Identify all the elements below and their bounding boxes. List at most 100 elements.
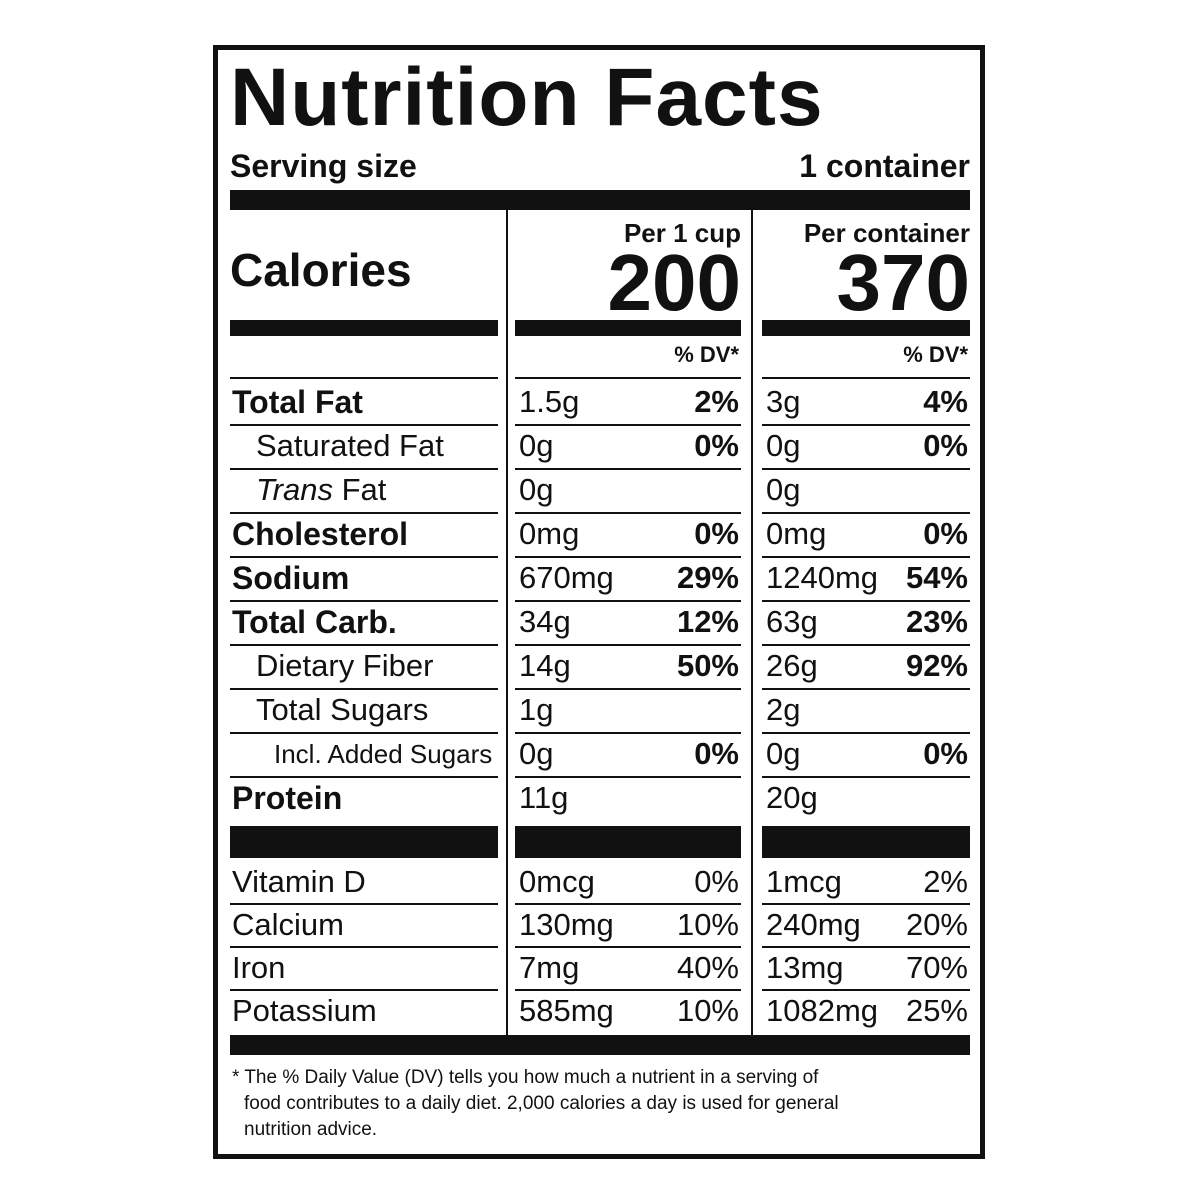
percent-dv: 0% [923,736,968,771]
row-rule [230,946,498,948]
amount: 1mcg [766,864,842,899]
nutrient-name: Vitamin D [232,860,366,903]
percent-dv: 50% [676,648,739,683]
nutrient-name: Protein [232,776,342,820]
amount: 1082mg [766,993,879,1028]
percent-dv: 23% [905,604,968,639]
nutrient-name: Potassium [232,989,377,1032]
thick-rule [230,1035,970,1055]
nutrient-name-text: Dietary Fiber [256,648,434,683]
row-rule [230,377,498,379]
row-rule [762,732,970,734]
nutrient-name-text: Vitamin D [232,864,366,899]
percent-dv: 70% [905,950,968,985]
row-rule [230,644,498,646]
nutrient-name-text: Total Carb. [232,604,397,640]
nutrient-name: Cholesterol [232,512,408,556]
row-rule [230,512,498,514]
nutrient-name: Sodium [232,556,349,600]
nutrient-name: Dietary Fiber [256,644,433,688]
percent-dv: 54% [905,560,968,595]
row-rule [515,989,741,991]
row-rule [762,512,970,514]
nutrient-name: Iron [232,946,285,989]
thick-rule [515,826,741,858]
percent-dv: 0% [694,864,739,899]
row-rule [762,688,970,690]
amount: 0mg [519,516,580,551]
nutrient-name-text: Potassium [232,993,377,1028]
nutrient-name-text: Fat [341,472,387,507]
amount: 34g [519,604,571,639]
serving-value: 1 container [799,148,970,184]
amount: 11g [519,780,569,815]
amount: 1.5g [519,384,580,419]
nutrient-name: Calcium [232,903,344,946]
row-rule [762,903,970,905]
percent-dv: 12% [676,604,739,639]
nutrient-name-text: Cholesterol [232,516,409,552]
row-rule [762,989,970,991]
thick-rule [762,826,970,858]
nutrient-name-text: Total Fat [232,384,363,420]
nutrient-name-text: Protein [232,780,343,816]
amount: 13mg [766,950,844,985]
percent-dv: 10% [676,993,739,1028]
amount: 7mg [519,950,580,985]
amount: 0g [519,736,554,771]
footnote-line: * The % Daily Value (DV) tells you how m… [232,1067,819,1088]
amount: 130mg [519,907,614,942]
row-rule [230,688,498,690]
row-rule [230,776,498,778]
amount: 585mg [519,993,614,1028]
row-rule [515,377,741,379]
percent-dv: 0% [923,516,968,551]
row-rule [230,556,498,558]
amount: 0g [766,472,801,507]
nutrient-name-text: Saturated Fat [256,428,444,463]
row-rule [762,946,970,948]
nutrient-name-text: Iron [232,950,286,985]
row-rule [230,732,498,734]
row-rule [515,512,741,514]
thick-rule [230,826,498,858]
row-rule [762,424,970,426]
serving-label: Serving size [230,148,417,184]
percent-dv: 0% [923,428,968,463]
row-rule [515,946,741,948]
amount: 0g [766,428,801,463]
column-header: Per container [803,218,970,248]
row-rule [515,688,741,690]
dv-header: % DV* [903,342,968,367]
amount: 0mg [766,516,827,551]
calories-value: 370 [836,238,970,327]
label-border [213,45,985,1159]
calories-label: Calories [230,244,412,296]
row-rule [762,776,970,778]
percent-dv: 40% [676,950,739,985]
nutrient-name-text: Incl. Added Sugars [274,739,493,769]
title: Nutrition Facts [230,52,824,143]
row-rule [515,424,741,426]
percent-dv: 29% [676,560,739,595]
amount: 1g [519,692,554,727]
row-rule [515,600,741,602]
amount: 0g [766,736,801,771]
nutrient-name: Saturated Fat [256,424,444,468]
thick-rule [515,320,741,336]
row-rule [762,600,970,602]
nutrient-name-italic: Trans [256,472,333,507]
row-rule [762,377,970,379]
column-divider [506,210,508,1035]
row-rule [515,776,741,778]
row-rule [515,732,741,734]
row-rule [515,468,741,470]
amount: 14g [519,648,571,683]
row-rule [230,903,498,905]
percent-dv: 0% [694,516,739,551]
percent-dv: 92% [905,648,968,683]
amount: 0g [519,428,554,463]
footnote-line: nutrition advice. [244,1119,378,1140]
footnote-line: food contributes to a daily diet. 2,000 … [244,1093,839,1114]
row-rule [230,424,498,426]
